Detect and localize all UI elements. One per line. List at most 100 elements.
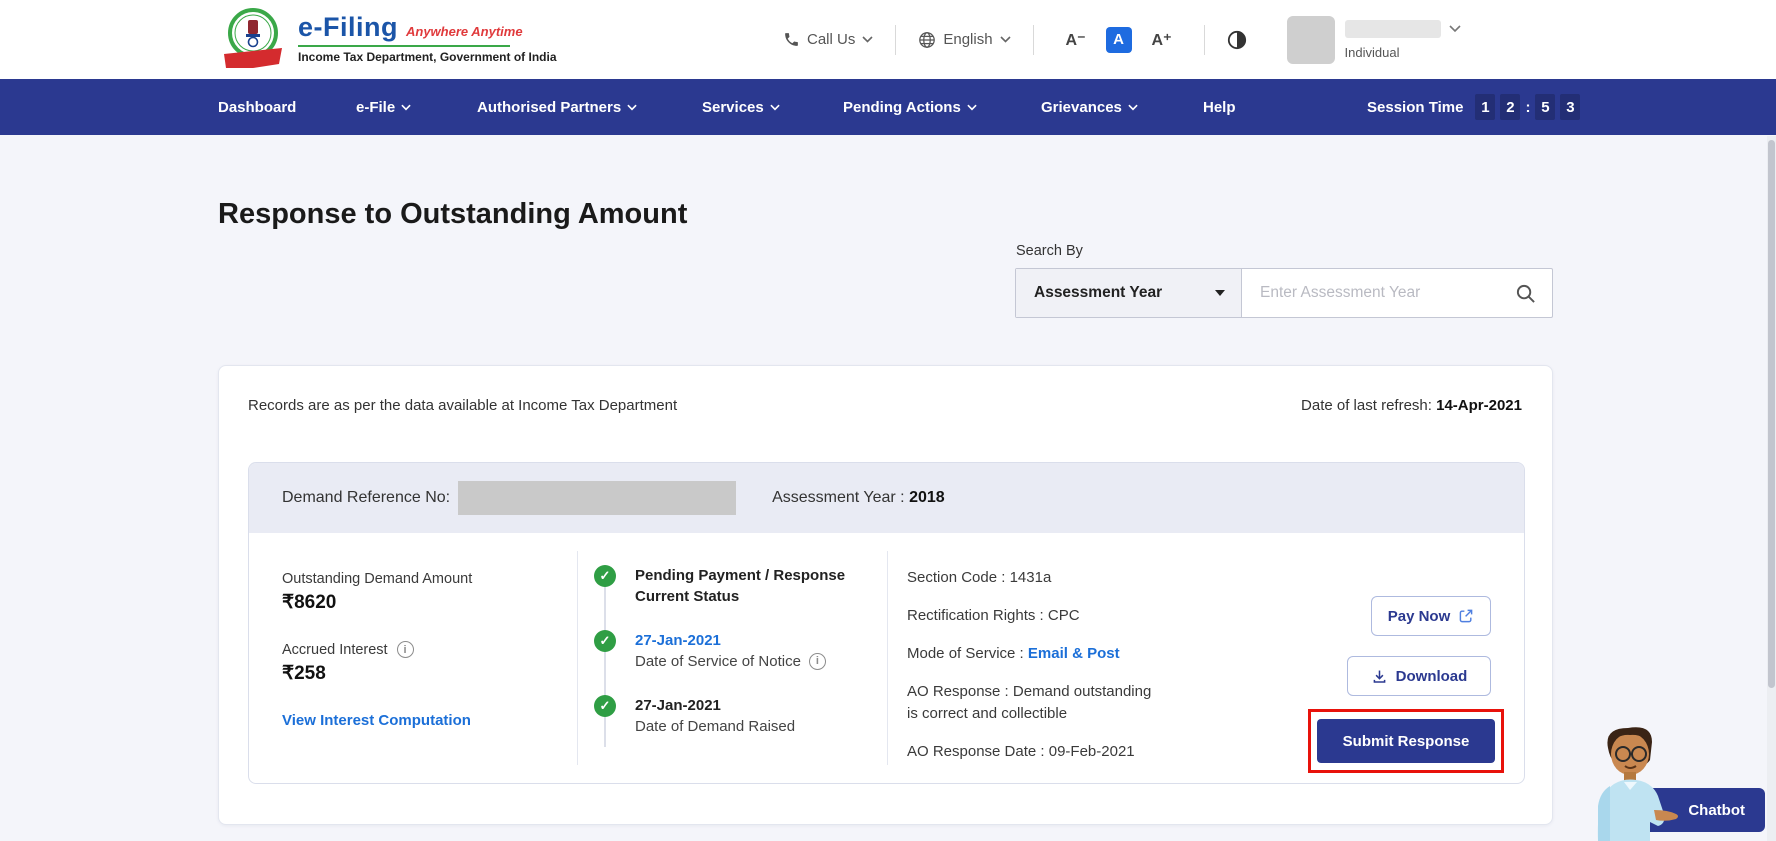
globe-icon [918, 31, 936, 49]
demand-card-body: Outstanding Demand Amount ₹8620 Accrued … [249, 533, 1524, 783]
nav-label: Authorised Partners [477, 99, 621, 116]
demand-card-header: Demand Reference No: Assessment Year : 2… [249, 463, 1524, 533]
info-icon[interactable]: i [397, 641, 414, 658]
phone-icon [783, 31, 800, 48]
redacted-demand-reference [458, 481, 736, 515]
check-icon: ✓ [594, 630, 616, 652]
search-by-label: Search By [1016, 243, 1083, 259]
nav-item-dashboard[interactable]: Dashboard [218, 79, 296, 135]
detail-value: 09-Feb-2021 [1049, 743, 1135, 760]
timeline-title: Pending Payment / Response [635, 565, 864, 586]
session-separator: : [1525, 99, 1530, 116]
divider [895, 25, 896, 55]
contrast-toggle-icon[interactable] [1227, 30, 1247, 50]
accrued-interest-amount: ₹258 [282, 662, 472, 685]
search-type-value: Assessment Year [1034, 284, 1162, 302]
column-divider [577, 551, 578, 765]
redacted-user-name [1345, 20, 1441, 38]
brand-underline [298, 45, 510, 47]
chevron-down-icon [627, 104, 637, 111]
assessment-year-input[interactable] [1242, 269, 1552, 317]
nav-label: Pending Actions [843, 99, 961, 116]
timeline-item-demand-raised: ✓ 27-Jan-2021 Date of Demand Raised [594, 695, 864, 737]
chevron-down-icon [862, 36, 873, 43]
info-icon[interactable]: i [809, 653, 826, 670]
nav-item-e-file[interactable]: e-File [356, 79, 411, 135]
detail-ao-response-date: AO Response Date : 09-Feb-2021 [907, 741, 1165, 763]
nav-label: Grievances [1041, 99, 1122, 116]
font-decrease-button[interactable]: A⁻ [1066, 30, 1086, 50]
user-profile[interactable]: Individual [1287, 16, 1461, 64]
chatbot-avatar[interactable] [1580, 726, 1700, 841]
timeline-item-current-status: ✓ Pending Payment / Response Current Sta… [594, 565, 864, 607]
brand-name: e-Filing [298, 12, 398, 43]
detail-label: Rectification Rights : [907, 607, 1044, 624]
divider [1204, 25, 1205, 55]
outstanding-demand-amount: ₹8620 [282, 591, 472, 614]
chevron-down-icon [1000, 36, 1011, 43]
download-icon [1371, 668, 1388, 685]
header-utilities: Call Us English [783, 0, 1461, 79]
session-digit: 1 [1475, 94, 1495, 120]
divider [1033, 25, 1034, 55]
detail-label: AO Response : [907, 683, 1009, 700]
detail-mode-of-service: Mode of Service : Email & Post [907, 643, 1165, 665]
search-icon[interactable] [1515, 283, 1536, 304]
nav-label: Dashboard [218, 99, 296, 116]
primary-nav: Dashboard e-File Authorised Partners Ser… [0, 79, 1776, 135]
detail-label: AO Response Date : [907, 743, 1045, 760]
column-divider [887, 551, 888, 765]
check-icon: ✓ [594, 695, 616, 717]
submit-response-button[interactable]: Submit Response [1317, 719, 1495, 763]
detail-section-code: Section Code : 1431a [907, 567, 1165, 589]
nav-label: e-File [356, 99, 395, 116]
accrued-interest-label: Accrued Interest [282, 642, 388, 658]
efiling-portal-screen: e-Filing Anywhere Anytime Income Tax Dep… [0, 0, 1776, 841]
detail-value: CPC [1048, 607, 1080, 624]
income-tax-emblem-icon [222, 6, 284, 74]
amounts-column: Outstanding Demand Amount ₹8620 Accrued … [282, 571, 472, 729]
timeline-item-service-of-notice: ✓ 27-Jan-2021 Date of Service of Notice … [594, 630, 864, 672]
nav-item-help[interactable]: Help [1203, 79, 1236, 135]
session-digit: 3 [1560, 94, 1580, 120]
avatar [1287, 16, 1335, 64]
language-label: English [943, 31, 992, 48]
search-type-dropdown[interactable]: Assessment Year [1016, 269, 1242, 317]
external-link-icon [1458, 608, 1474, 624]
timeline-title: 27-Jan-2021 [635, 630, 864, 651]
pay-now-button[interactable]: Pay Now [1371, 596, 1491, 636]
top-header: e-Filing Anywhere Anytime Income Tax Dep… [0, 0, 1776, 79]
download-button[interactable]: Download [1347, 656, 1491, 696]
actions-column: Pay Now [1291, 533, 1491, 783]
assessment-year-label: Assessment Year : [772, 489, 905, 506]
language-menu[interactable]: English [918, 31, 1010, 49]
font-normal-button[interactable]: A [1106, 27, 1132, 53]
view-interest-computation-link[interactable]: View Interest Computation [282, 712, 472, 729]
detail-label: Mode of Service : [907, 645, 1024, 662]
page-title: Response to Outstanding Amount [218, 198, 687, 231]
nav-item-grievances[interactable]: Grievances [1041, 79, 1138, 135]
brand-tagline: Anywhere Anytime [406, 24, 523, 39]
chevron-down-icon [967, 104, 977, 111]
timeline-subtitle: Date of Demand Raised [635, 716, 864, 737]
records-card: Records are as per the data available at… [218, 365, 1553, 825]
assessment-year-value: 2018 [909, 489, 945, 506]
detail-value-link[interactable]: Email & Post [1028, 645, 1120, 662]
timeline-title: 27-Jan-2021 [635, 695, 864, 716]
submit-response-highlight: Submit Response [1308, 709, 1504, 773]
nav-item-services[interactable]: Services [702, 79, 780, 135]
font-increase-button[interactable]: A⁺ [1152, 30, 1172, 50]
user-type-label: Individual [1345, 45, 1461, 60]
session-digit: 5 [1535, 94, 1555, 120]
scrollbar[interactable] [1767, 136, 1776, 841]
chevron-down-icon [1449, 25, 1461, 33]
scrollbar-thumb[interactable] [1768, 140, 1775, 688]
call-us-menu[interactable]: Call Us [783, 31, 873, 48]
nav-item-authorised-partners[interactable]: Authorised Partners [477, 79, 637, 135]
detail-ao-response: AO Response : Demand outstanding is corr… [907, 681, 1165, 725]
last-refresh: Date of last refresh: 14-Apr-2021 [1301, 397, 1522, 414]
detail-value: 1431a [1010, 569, 1052, 586]
session-timer: Session Time 1 2 : 5 3 [1367, 79, 1580, 135]
nav-item-pending-actions[interactable]: Pending Actions [843, 79, 977, 135]
outstanding-demand-label: Outstanding Demand Amount [282, 571, 472, 587]
